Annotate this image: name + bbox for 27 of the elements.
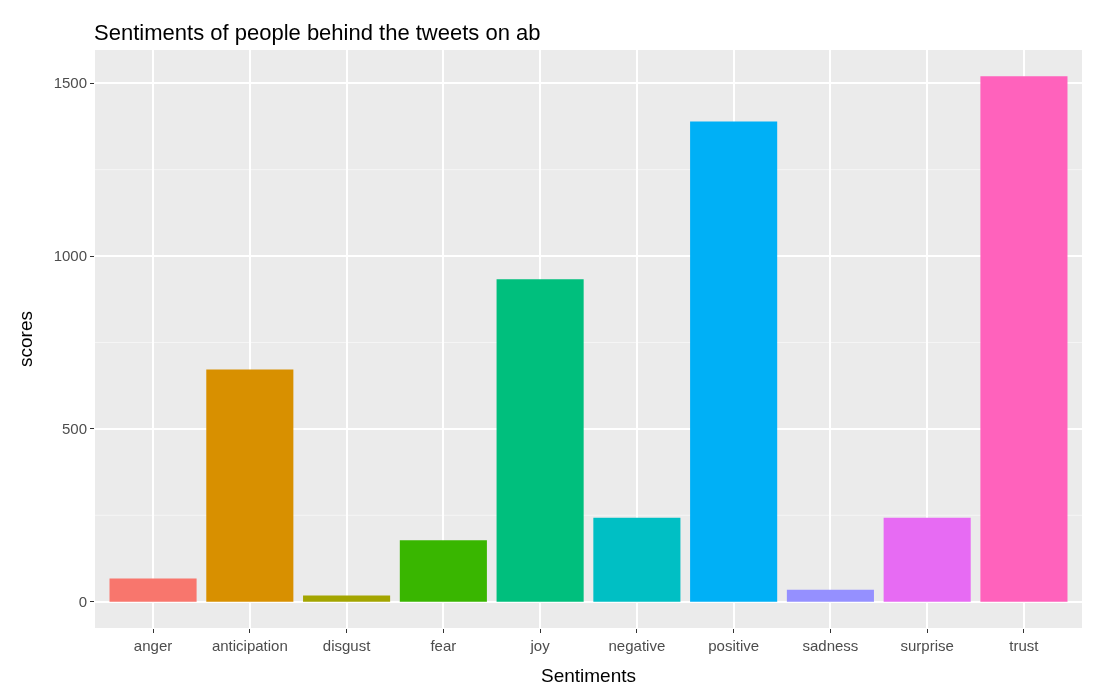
bar bbox=[786, 589, 874, 602]
x-tick-label: anger bbox=[133, 637, 173, 654]
bar bbox=[593, 517, 681, 602]
bar bbox=[109, 578, 197, 602]
bar bbox=[980, 76, 1068, 602]
bar bbox=[303, 595, 391, 602]
x-tick-label: trust bbox=[1009, 637, 1040, 654]
y-tick-label: 1500 bbox=[53, 74, 87, 92]
x-tick-label: positive bbox=[708, 637, 760, 654]
bar bbox=[399, 540, 487, 602]
x-tick-label: sadness bbox=[802, 637, 859, 654]
y-axis-title: scores bbox=[15, 311, 37, 367]
x-tick-label: anticipation bbox=[211, 637, 288, 654]
chart-title: Sentiments of people behind the tweets on ab bbox=[94, 19, 541, 45]
bar bbox=[883, 517, 971, 602]
x-axis-title: Sentiments bbox=[540, 664, 637, 686]
y-tick-label: 500 bbox=[61, 420, 87, 438]
bar bbox=[206, 369, 294, 602]
bar bbox=[690, 121, 778, 602]
x-tick-label: fear bbox=[430, 637, 457, 654]
y-tick-label: 0 bbox=[78, 592, 87, 610]
x-tick-label: negative bbox=[608, 637, 666, 654]
x-tick-label: surprise bbox=[900, 637, 954, 654]
y-tick-label: 1000 bbox=[53, 247, 87, 265]
x-tick-label: disgust bbox=[322, 637, 372, 654]
bar bbox=[496, 279, 584, 602]
x-tick-label: joy bbox=[529, 637, 551, 654]
